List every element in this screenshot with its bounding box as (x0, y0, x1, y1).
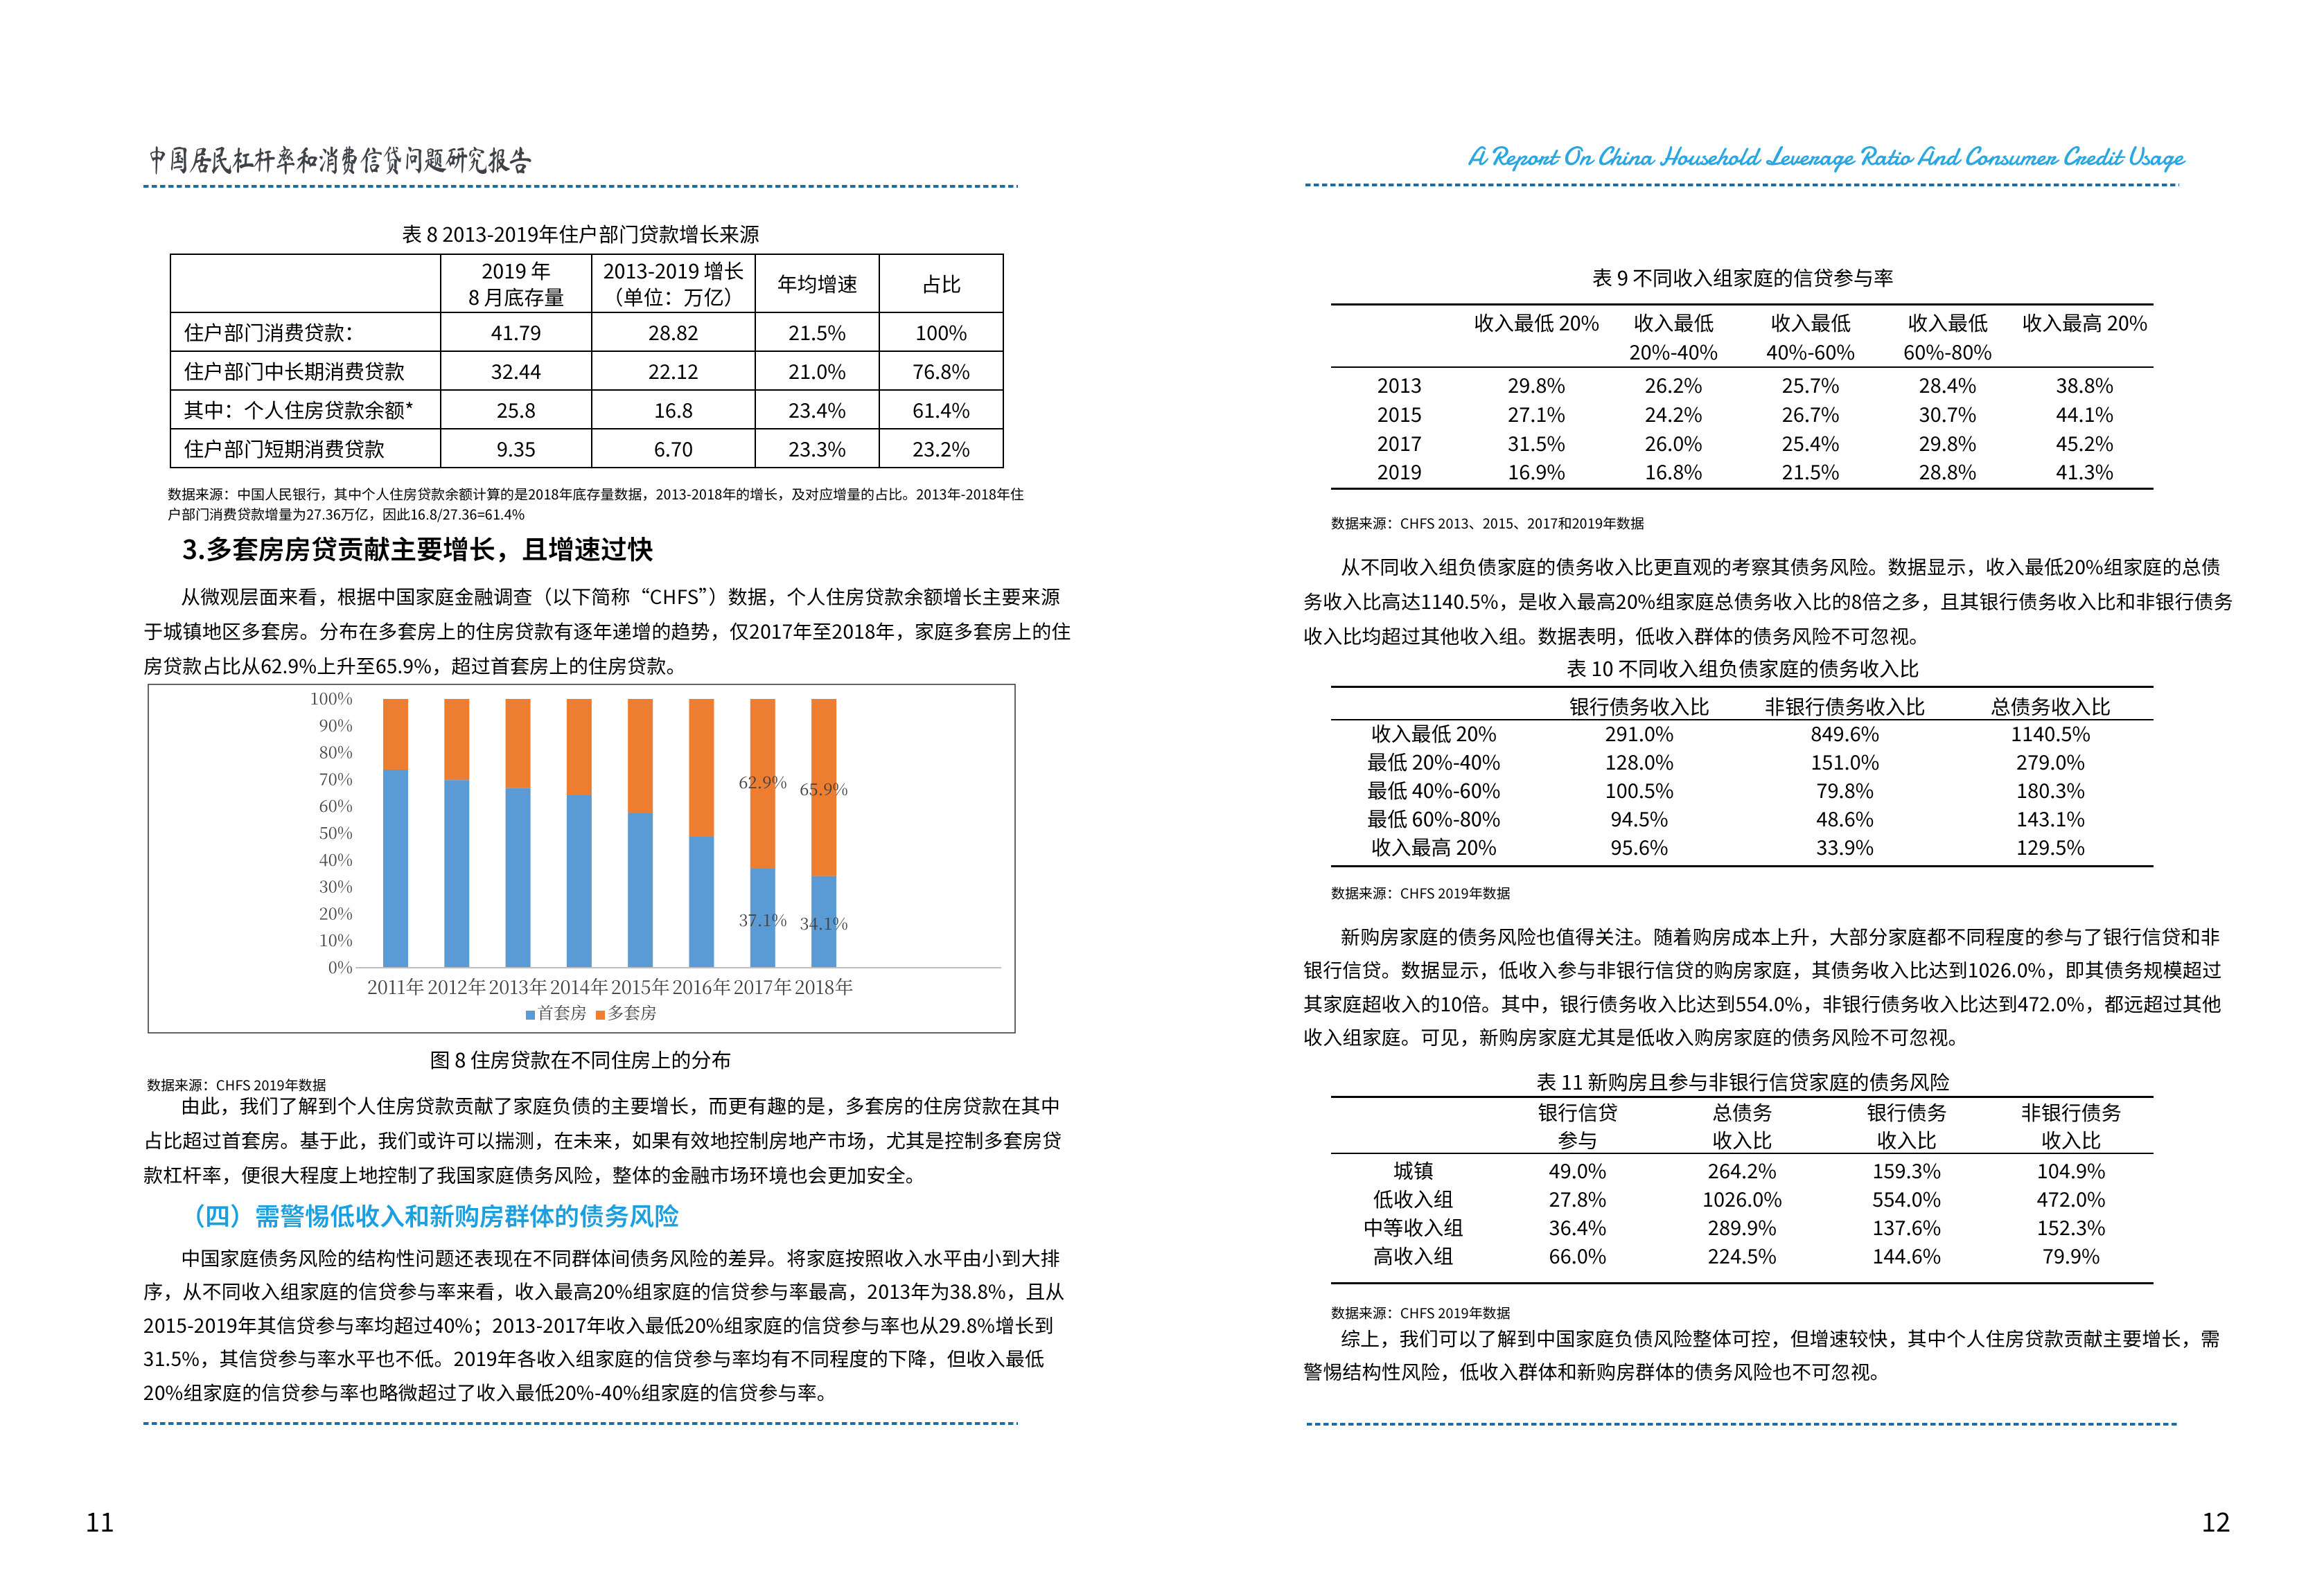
svg-text:多套房: 多套房 (607, 1000, 657, 1024)
svg-text:2017年: 2017年 (733, 973, 792, 1000)
svg-text:2015年: 2015年 (611, 973, 670, 1000)
svg-text:65.9%: 65.9% (800, 776, 848, 800)
svg-text:2013年: 2013年 (488, 973, 547, 1000)
svg-text:2018年: 2018年 (795, 973, 854, 1000)
svg-text:首套房: 首套房 (537, 1000, 587, 1024)
svg-text:50%: 50% (319, 819, 353, 844)
svg-text:80%: 80% (319, 739, 353, 763)
svg-text:10%: 10% (319, 927, 353, 951)
svg-text:40%: 40% (319, 846, 353, 871)
svg-text:2011年: 2011年 (367, 973, 425, 1000)
svg-text:2014年: 2014年 (549, 973, 608, 1000)
svg-text:60%: 60% (319, 792, 353, 817)
svg-text:2012年: 2012年 (428, 973, 486, 1000)
svg-text:62.9%: 62.9% (739, 769, 787, 793)
svg-text:2016年: 2016年 (672, 973, 731, 1000)
svg-text:37.1%: 37.1% (739, 907, 787, 931)
svg-text:30%: 30% (319, 874, 353, 898)
svg-text:34.1%: 34.1% (800, 910, 848, 934)
svg-text:100%: 100% (310, 685, 353, 709)
svg-text:70%: 70% (319, 765, 353, 790)
svg-text:0%: 0% (328, 954, 353, 978)
svg-text:90%: 90% (319, 712, 353, 736)
svg-text:20%: 20% (319, 900, 353, 924)
